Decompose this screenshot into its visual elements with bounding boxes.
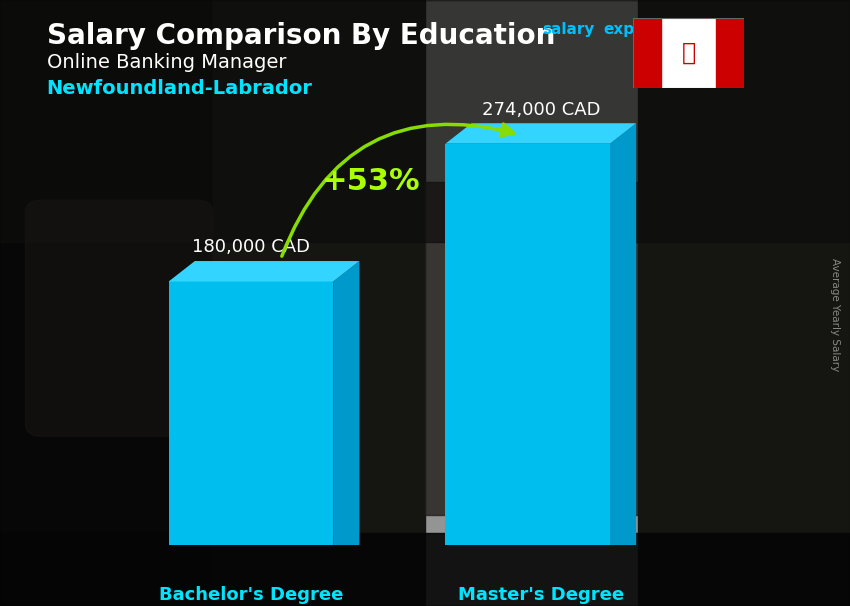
Text: Online Banking Manager: Online Banking Manager bbox=[47, 53, 286, 72]
Bar bbox=[638, 0, 850, 606]
Polygon shape bbox=[333, 261, 360, 545]
Text: 🍁: 🍁 bbox=[682, 41, 695, 64]
Bar bbox=[445, 144, 610, 545]
Polygon shape bbox=[610, 123, 636, 545]
FancyArrowPatch shape bbox=[282, 124, 513, 256]
Text: 274,000 CAD: 274,000 CAD bbox=[481, 101, 600, 119]
Polygon shape bbox=[168, 261, 360, 282]
Bar bbox=[168, 282, 333, 545]
Text: Master's Degree: Master's Degree bbox=[457, 587, 624, 604]
Bar bbox=[0, 533, 850, 606]
Text: explorer.com: explorer.com bbox=[604, 22, 714, 37]
Text: salary: salary bbox=[542, 22, 595, 37]
Bar bbox=[0, 0, 850, 242]
Polygon shape bbox=[445, 123, 636, 144]
Text: 180,000 CAD: 180,000 CAD bbox=[192, 239, 310, 256]
Text: Newfoundland-Labrador: Newfoundland-Labrador bbox=[47, 79, 313, 98]
Bar bbox=[0, 0, 212, 606]
Text: Average Yearly Salary: Average Yearly Salary bbox=[830, 259, 840, 371]
Text: Bachelor's Degree: Bachelor's Degree bbox=[159, 587, 343, 604]
Text: +53%: +53% bbox=[321, 167, 420, 196]
Bar bbox=[212, 0, 425, 606]
Text: Salary Comparison By Education: Salary Comparison By Education bbox=[47, 22, 555, 50]
Bar bbox=[633, 18, 661, 88]
Bar bbox=[425, 182, 722, 515]
FancyBboxPatch shape bbox=[26, 200, 212, 436]
Bar bbox=[716, 18, 744, 88]
